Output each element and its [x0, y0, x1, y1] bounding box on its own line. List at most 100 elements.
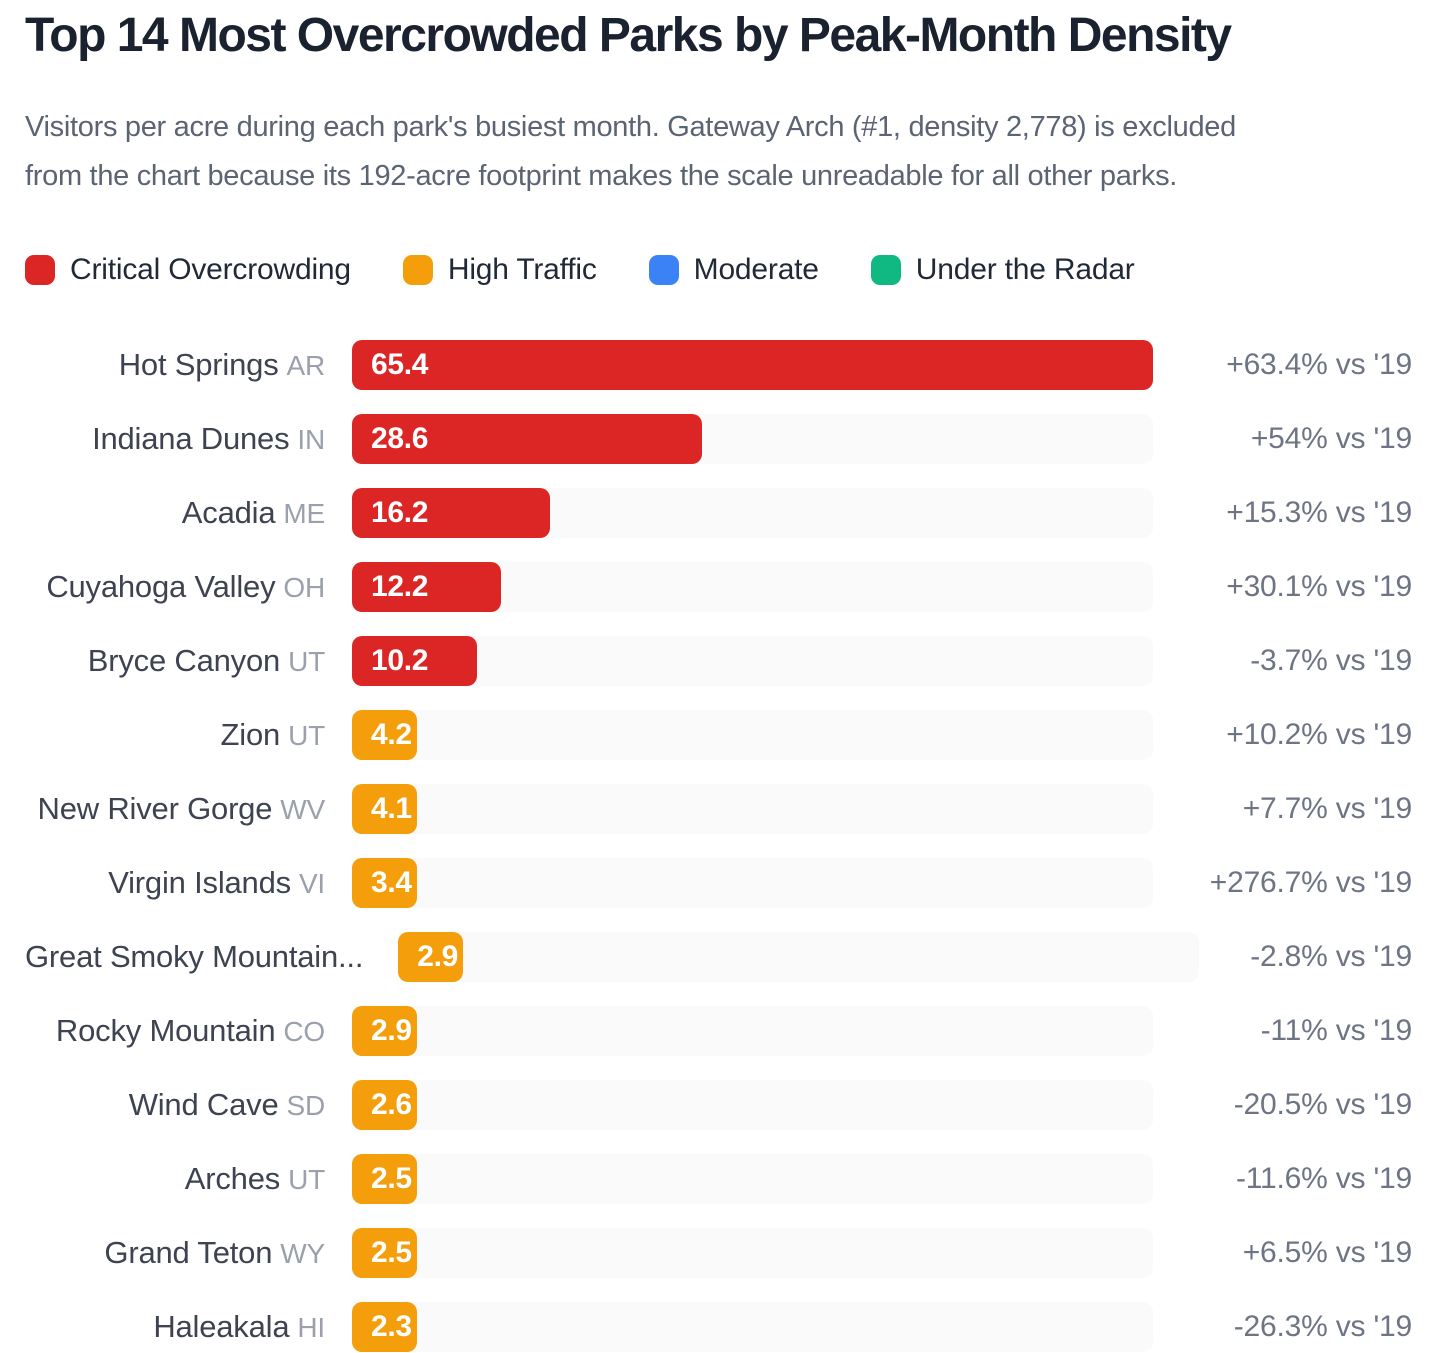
- chart-row: Wind Cave SD 2.6 -20.5% vs '19: [25, 1079, 1412, 1130]
- density-bar: 2.5: [352, 1153, 417, 1204]
- bar-track: 2.5: [352, 1153, 1153, 1204]
- bar-value: 12.2: [371, 569, 429, 603]
- bar-value: 28.6: [371, 421, 429, 455]
- state-abbr: UT: [288, 645, 325, 677]
- legend-label: Critical Overcrowding: [70, 252, 351, 286]
- state-abbr: WV: [280, 793, 325, 825]
- legend-swatch-critical: [25, 254, 55, 285]
- park-name: Wind Cave: [128, 1086, 279, 1122]
- bar-value: 2.9: [417, 939, 459, 973]
- change-vs-2019-label: +276.7% vs '19: [1209, 865, 1412, 899]
- bar-value: 2.6: [371, 1087, 412, 1121]
- park-name: Cuyahoga Valley: [46, 568, 276, 604]
- change-vs-2019-label: +10.2% vs '19: [1226, 717, 1412, 751]
- change-vs-2019-label: -11% vs '19: [1260, 1013, 1413, 1047]
- park-name: Indiana Dunes: [92, 420, 290, 456]
- chart-row: Zion UT 4.2 +10.2% vs '19: [25, 709, 1412, 760]
- bar-value: 3.4: [371, 865, 412, 899]
- bar-track: 4.1: [352, 783, 1153, 834]
- park-label: Arches UT: [25, 1161, 352, 1197]
- park-label: Bryce Canyon UT: [25, 643, 352, 679]
- park-name: Haleakala: [153, 1308, 290, 1344]
- change-vs-2019-label: -3.7% vs '19: [1250, 643, 1412, 677]
- change-vs-2019-label: -26.3% vs '19: [1233, 1309, 1412, 1343]
- density-bar: 2.6: [352, 1079, 417, 1130]
- bar-value: 16.2: [371, 495, 429, 529]
- park-name: Great Smoky Mountain...: [25, 938, 364, 974]
- park-name: Arches: [184, 1160, 281, 1196]
- state-abbr: ME: [283, 497, 325, 529]
- state-abbr: CO: [283, 1015, 325, 1047]
- bar-chart: Hot Springs AR 65.4 +63.4% vs '19 Indiana Du…: [25, 339, 1413, 1352]
- state-abbr: OH: [283, 571, 325, 603]
- park-name: Grand Teton: [104, 1234, 273, 1270]
- state-abbr: SD: [286, 1089, 326, 1121]
- change-vs-2019-label: -2.8% vs '19: [1250, 939, 1412, 973]
- density-bar: 16.2: [352, 487, 551, 538]
- change-vs-2019-label: -20.5% vs '19: [1233, 1087, 1412, 1121]
- page-title: Top 14 Most Overcrowded Parks by Peak-Mo…: [25, 9, 1232, 62]
- chart-row: Cuyahoga Valley OH 12.2 +30.1% vs '19: [25, 561, 1412, 612]
- density-bar: 10.2: [352, 635, 477, 686]
- bar-track: 16.2: [352, 487, 1153, 538]
- state-abbr: UT: [288, 719, 325, 751]
- bar-value: 4.2: [371, 717, 412, 751]
- park-label: Indiana Dunes IN: [25, 421, 352, 457]
- park-name: Bryce Canyon: [87, 642, 281, 678]
- state-abbr: IN: [297, 423, 325, 455]
- chart-row: Rocky Mountain CO 2.9 -11% vs '19: [25, 1005, 1413, 1056]
- change-vs-2019-label: +63.4% vs '19: [1226, 347, 1412, 381]
- change-vs-2019-label: -11.6% vs '19: [1236, 1161, 1412, 1195]
- change-vs-2019-label: +54% vs '19: [1250, 421, 1412, 455]
- chart-row: Grand Teton WY 2.5 +6.5% vs '19: [25, 1227, 1412, 1278]
- bar-track: 12.2: [352, 561, 1153, 612]
- chart-row: Haleakala HI 2.3 -26.3% vs '19: [25, 1301, 1412, 1352]
- park-label: Grand Teton WY: [25, 1235, 352, 1271]
- park-name: Hot Springs: [118, 346, 279, 382]
- park-label: Haleakala HI: [25, 1309, 352, 1345]
- state-abbr: VI: [298, 867, 325, 899]
- park-label: Great Smoky Mountain...: [25, 939, 398, 975]
- bar-value: 2.9: [371, 1013, 412, 1047]
- park-label: Acadia ME: [25, 495, 352, 531]
- legend-swatch-under-the-radar: [870, 254, 901, 285]
- state-abbr: WY: [280, 1237, 325, 1269]
- bar-value: 2.5: [371, 1235, 412, 1269]
- bar-track: 2.9: [398, 931, 1200, 982]
- density-bar: 4.1: [352, 783, 417, 834]
- density-bar: 28.6: [352, 413, 703, 464]
- bar-value: 2.5: [371, 1161, 412, 1195]
- park-label: Zion UT: [25, 717, 352, 753]
- density-bar: 3.4: [352, 857, 417, 908]
- legend-swatch-moderate: [648, 254, 679, 285]
- chart-row: Virgin Islands VI 3.4 +276.7% vs '19: [25, 857, 1412, 908]
- park-label: Virgin Islands VI: [25, 865, 352, 901]
- change-vs-2019-label: +6.5% vs '19: [1242, 1235, 1412, 1269]
- legend-label: Under the Radar: [915, 252, 1135, 286]
- density-bar: 2.9: [398, 931, 464, 982]
- legend-swatch-high-traffic: [402, 254, 433, 285]
- bar-value: 65.4: [371, 347, 429, 381]
- chart-row: Indiana Dunes IN 28.6 +54% vs '19: [25, 413, 1412, 464]
- chart-subtitle: Visitors per acre during each park's bus…: [25, 103, 1412, 201]
- chart-row: Great Smoky Mountain... 2.9 -2.8% vs '19: [25, 931, 1412, 982]
- change-vs-2019-label: +15.3% vs '19: [1226, 495, 1412, 529]
- bar-track: 2.5: [352, 1227, 1153, 1278]
- park-label: Hot Springs AR: [25, 347, 352, 383]
- legend-item-under-the-radar: Under the Radar: [870, 252, 1135, 287]
- chart-row: Arches UT 2.5 -11.6% vs '19: [25, 1153, 1412, 1204]
- subtitle-line-2: from the chart because its 192-acre foot…: [25, 159, 1178, 192]
- chart-rows: Hot Springs AR 65.4 +63.4% vs '19 Indiana Du…: [25, 339, 1413, 1352]
- change-vs-2019-label: +7.7% vs '19: [1242, 791, 1412, 825]
- bar-track: 2.3: [352, 1301, 1153, 1352]
- state-abbr: HI: [297, 1311, 325, 1343]
- chart-row: New River Gorge WV 4.1 +7.7% vs '19: [25, 783, 1412, 834]
- park-label: Rocky Mountain CO: [25, 1013, 352, 1049]
- bar-value: 2.3: [371, 1309, 412, 1343]
- park-label: New River Gorge WV: [25, 791, 352, 827]
- density-bar: 2.3: [352, 1301, 417, 1352]
- legend-item-high-traffic: High Traffic: [402, 253, 597, 287]
- state-abbr: AR: [286, 349, 326, 381]
- density-bar: 2.9: [352, 1005, 417, 1056]
